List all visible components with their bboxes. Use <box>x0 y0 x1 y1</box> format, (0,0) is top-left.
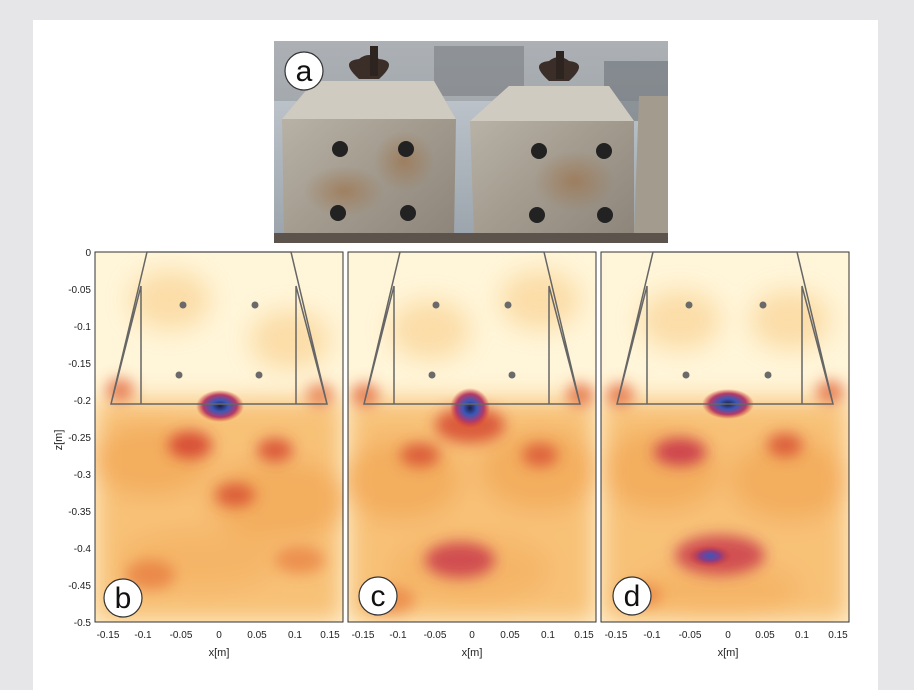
x-axis-c: -0.15 -0.1 -0.05 0 0.05 0.1 0.15 x[m] <box>352 630 595 659</box>
x-tick: 0.05 <box>247 630 267 641</box>
x-axis-d: -0.15 -0.1 -0.05 0 0.05 0.1 0.15 x[m] <box>605 630 849 659</box>
x-tick: 0.15 <box>320 630 340 641</box>
x-tick: 0.15 <box>828 630 848 641</box>
panel-label-c: c <box>371 580 386 613</box>
y-tick: -0.15 <box>68 359 91 370</box>
x-tick: 0 <box>469 630 475 641</box>
x-tick: 0.1 <box>541 630 555 641</box>
x-tick: -0.05 <box>424 630 447 641</box>
peak-c <box>450 388 490 428</box>
x-tick: 0.05 <box>500 630 520 641</box>
hole-marker <box>504 301 512 309</box>
hole-marker <box>685 301 693 309</box>
sleeper-photo: a <box>274 41 668 243</box>
y-tick: -0.1 <box>74 322 92 333</box>
x-tick: -0.1 <box>643 630 661 641</box>
x-axis-label: x[m] <box>718 647 739 659</box>
photo-panel-a: a <box>274 41 668 243</box>
x-tick: 0 <box>216 630 222 641</box>
x-tick: 0 <box>725 630 731 641</box>
sleeper-outline-b <box>110 251 328 405</box>
x-tick: 0.05 <box>755 630 775 641</box>
hole-marker <box>179 301 187 309</box>
peak-b <box>196 390 244 422</box>
hole-marker <box>682 371 690 379</box>
x-tick: -0.1 <box>134 630 152 641</box>
y-tick: -0.3 <box>74 470 92 481</box>
hole-marker <box>508 371 516 379</box>
y-tick: -0.35 <box>68 507 91 518</box>
x-tick: 0.1 <box>288 630 302 641</box>
y-tick: -0.45 <box>68 581 91 592</box>
heatmap-panel-b: b <box>94 251 344 623</box>
y-axis-label: z[m] <box>53 430 65 451</box>
panel-label-b: b <box>115 582 132 615</box>
sleeper-outline-c <box>363 251 581 405</box>
hole-marker <box>251 301 259 309</box>
x-tick: -0.15 <box>352 630 375 641</box>
hole-marker <box>255 371 263 379</box>
hole-marker <box>175 371 183 379</box>
x-tick: 0.15 <box>574 630 594 641</box>
sleeper-outline-d <box>616 251 834 405</box>
x-tick: -0.15 <box>97 630 120 641</box>
panel-label-d: d <box>624 580 641 613</box>
hole-marker <box>764 371 772 379</box>
heatmap-panel-c: c <box>347 251 597 623</box>
y-axis: 0 -0.05 -0.1 -0.15 -0.2 -0.25 -0.3 -0.35… <box>53 248 91 629</box>
x-tick: -0.05 <box>170 630 193 641</box>
x-tick: -0.15 <box>605 630 628 641</box>
x-tick: -0.1 <box>389 630 407 641</box>
y-tick: -0.2 <box>74 396 92 407</box>
y-tick: 0 <box>85 248 91 259</box>
x-axis-label: x[m] <box>209 647 230 659</box>
y-tick: -0.5 <box>74 618 92 629</box>
panel-label-a: a <box>296 55 313 88</box>
x-tick: 0.1 <box>795 630 809 641</box>
y-tick: -0.4 <box>74 544 92 555</box>
heatmap-panel-d: d <box>600 251 850 623</box>
x-axis-label: x[m] <box>462 647 483 659</box>
x-axis-b: -0.15 -0.1 -0.05 0 0.05 0.1 0.15 x[m] <box>97 630 341 659</box>
hole-marker <box>759 301 767 309</box>
hole-marker <box>428 371 436 379</box>
peak-d-deep <box>688 545 732 567</box>
y-tick: -0.05 <box>68 285 91 296</box>
x-tick: -0.05 <box>679 630 702 641</box>
hole-marker <box>432 301 440 309</box>
y-tick: -0.25 <box>68 433 91 444</box>
